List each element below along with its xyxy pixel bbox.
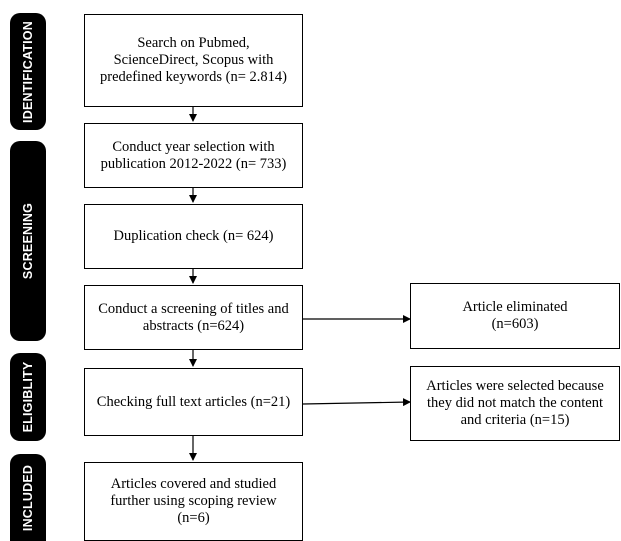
phase-screening: SCREENING: [10, 141, 46, 341]
box-year-selection: Conduct year selection with publication …: [84, 123, 303, 188]
arrow-fulltext-to-excluded: [302, 398, 411, 407]
box-excluded: Articles were selected because they did …: [410, 366, 620, 441]
box-eliminated: Article eliminated (n=603): [410, 283, 620, 349]
phase-eligibility: ELIGIBLITY: [10, 353, 46, 441]
phase-identification: IDENTIFICATION: [10, 13, 46, 130]
box-search: Search on Pubmed, ScienceDirect, Scopus …: [84, 14, 303, 107]
box-full-text: Checking full text articles (n=21): [84, 368, 303, 436]
box-screening-titles: Conduct a screening of titles and abstra…: [84, 285, 303, 350]
box-included: Articles covered and studied further usi…: [84, 462, 303, 541]
box-duplication-check: Duplication check (n= 624): [84, 204, 303, 269]
phase-included: INCLUDED: [10, 454, 46, 541]
